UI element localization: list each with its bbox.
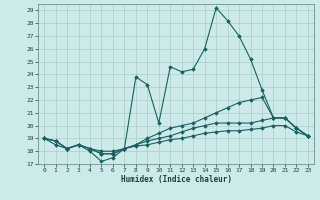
X-axis label: Humidex (Indice chaleur): Humidex (Indice chaleur) <box>121 175 231 184</box>
